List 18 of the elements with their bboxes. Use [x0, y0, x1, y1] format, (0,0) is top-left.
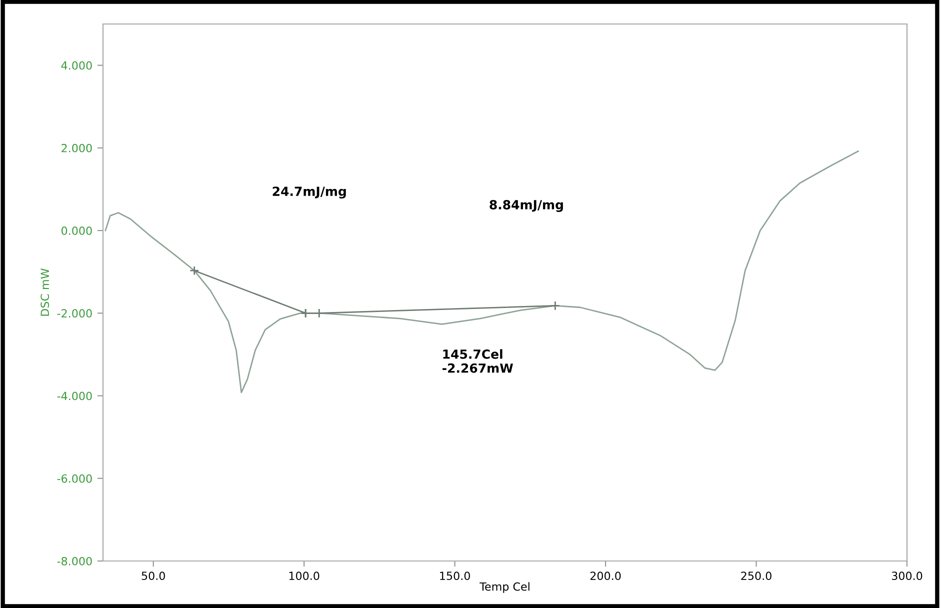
y-tick-label: 2.000 [62, 144, 92, 152]
y-tick-label: 4.000 [61, 61, 92, 70]
x-tick-label: 250.0 [741, 572, 772, 580]
x-tick-label: 50.0 [142, 572, 165, 580]
x-tick-label: 200.0 [590, 572, 621, 580]
annotation: 24.7mJ/mg [272, 186, 346, 199]
y-tick-label: -2.000 [57, 309, 92, 318]
x-axis-title: Temp Cel [480, 582, 530, 593]
y-tick-label: -4.000 [57, 392, 92, 400]
y-axis-title: DSC mW [40, 268, 50, 316]
x-tick-label: 100.0 [289, 572, 320, 580]
x-tick-label: 300.0 [892, 572, 922, 580]
annotation: 8.84mJ/mg [490, 200, 563, 212]
y-tick-label: -6.000 [57, 474, 92, 483]
annotation: 145.7Cel -2.267mW [442, 349, 513, 373]
x-tick-label: 150.0 [440, 572, 470, 580]
y-tick-label: 0.000 [62, 226, 92, 235]
y-tick-label: -8.000 [57, 556, 92, 566]
